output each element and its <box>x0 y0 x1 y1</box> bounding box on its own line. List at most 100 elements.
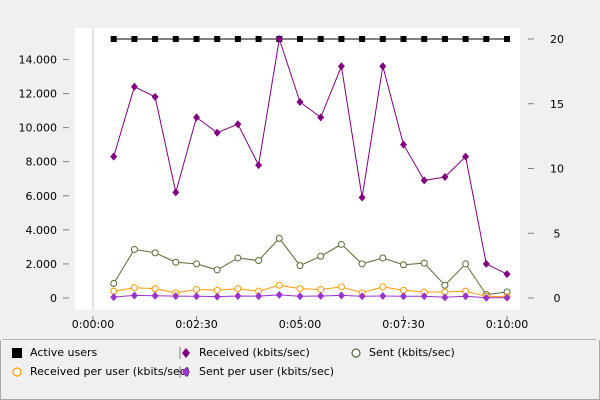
x-tick-label: 0:00:00 <box>72 318 114 331</box>
legend-item-active-users: Active users <box>10 346 97 360</box>
point-sent-per-user-kbits-sec <box>503 293 511 302</box>
legend-label: Sent per user (kbits/sec) <box>199 365 335 378</box>
point-received-kbits-sec <box>420 176 428 185</box>
point-sent-per-user-kbits-sec <box>193 292 200 301</box>
point-active-users <box>462 36 469 42</box>
point-received-per-user-kbits-sec <box>296 285 304 293</box>
point-sent-kbits-sec <box>193 260 200 268</box>
point-sent-per-user-kbits-sec <box>420 292 428 301</box>
legend-label: Received (kbits/sec) <box>199 346 310 359</box>
point-received-per-user-kbits-sec <box>337 283 345 291</box>
point-active-users <box>214 36 221 42</box>
point-sent-per-user-kbits-sec <box>358 292 366 301</box>
point-sent-per-user-kbits-sec <box>234 291 242 300</box>
point-received-kbits-sec <box>130 82 138 91</box>
y-left-tick-label: 6.000 <box>26 190 58 203</box>
legend-item-sent-per-user-kbits-sec: Sent per user (kbits/sec) <box>179 365 334 379</box>
point-active-users <box>400 36 407 42</box>
point-sent-kbits-sec <box>296 262 304 270</box>
series-line-received-kbits-sec <box>113 38 508 275</box>
point-sent-per-user-kbits-sec <box>317 291 325 300</box>
chart-legend: Active users Received (kbits/sec) Sent (kb… <box>2 339 596 398</box>
point-received-per-user-kbits-sec <box>193 285 200 293</box>
point-sent-kbits-sec <box>130 245 138 253</box>
point-received-kbits-sec <box>503 270 511 279</box>
point-active-users <box>338 36 345 42</box>
y-right-tick-label: 15 <box>550 98 564 111</box>
legend-item-received-per-user-kbits-sec: Received per user (kbits/sec) <box>10 365 190 379</box>
point-sent-per-user-kbits-sec <box>400 292 407 301</box>
point-sent-kbits-sec <box>234 254 242 262</box>
legend-swatch-active-users <box>12 348 22 358</box>
point-sent-kbits-sec <box>379 254 387 262</box>
y-right-tick-label: 0 <box>554 292 561 305</box>
point-received-kbits-sec <box>255 161 263 170</box>
point-sent-per-user-kbits-sec <box>151 291 159 300</box>
point-received-kbits-sec <box>172 188 180 197</box>
point-sent-per-user-kbits-sec <box>213 292 221 301</box>
x-tick-label: 0:07:30 <box>382 318 424 331</box>
point-sent-per-user-kbits-sec <box>482 293 490 302</box>
point-sent-kbits-sec <box>151 249 159 257</box>
point-sent-kbits-sec <box>462 260 470 268</box>
point-received-per-user-kbits-sec <box>379 283 387 291</box>
point-sent-per-user-kbits-sec <box>379 291 387 300</box>
point-sent-kbits-sec <box>275 234 283 242</box>
point-received-kbits-sec <box>151 92 159 101</box>
point-active-users <box>379 36 386 42</box>
point-sent-kbits-sec <box>358 260 366 268</box>
x-tick-label: 0:10:00 <box>486 318 528 331</box>
point-received-per-user-kbits-sec <box>234 285 242 293</box>
point-received-kbits-sec <box>193 113 200 122</box>
point-sent-per-user-kbits-sec <box>110 293 118 302</box>
y-right-tick-label: 10 <box>550 163 564 176</box>
point-active-users <box>317 36 324 42</box>
legend-item-received-kbits-sec: Received (kbits/sec) <box>179 346 310 360</box>
point-active-users <box>152 36 159 42</box>
point-active-users <box>441 36 448 42</box>
legend-label: Received per user (kbits/sec) <box>30 365 191 378</box>
point-received-per-user-kbits-sec <box>130 284 138 292</box>
point-sent-per-user-kbits-sec <box>296 292 304 301</box>
point-active-users <box>483 36 490 42</box>
series-sent-kbits-sec <box>110 234 511 299</box>
legend-item-sent-kbits-sec: Sent (kbits/sec) <box>349 346 455 360</box>
point-received-per-user-kbits-sec <box>275 281 283 289</box>
point-sent-per-user-kbits-sec <box>462 292 470 301</box>
point-received-kbits-sec <box>296 98 304 107</box>
x-tick-label: 0:05:00 <box>279 318 321 331</box>
point-sent-per-user-kbits-sec <box>275 290 283 299</box>
series-sent-per-user-kbits-sec <box>110 290 511 302</box>
point-received-kbits-sec <box>400 140 407 149</box>
point-received-per-user-kbits-sec <box>151 285 159 293</box>
point-active-users <box>504 36 510 42</box>
point-received-kbits-sec <box>462 152 470 161</box>
series-received-kbits-sec <box>110 35 511 279</box>
point-received-kbits-sec <box>379 62 387 71</box>
point-active-users <box>234 36 241 42</box>
legend-label: Active users <box>30 346 98 359</box>
point-sent-kbits-sec <box>172 258 180 266</box>
point-sent-per-user-kbits-sec <box>441 293 449 302</box>
point-sent-kbits-sec <box>420 259 428 267</box>
y-left-tick-label: 0 <box>50 292 57 305</box>
point-active-users <box>359 36 366 42</box>
point-active-users <box>131 36 138 42</box>
y-right-tick-label: 20 <box>550 33 564 46</box>
legend-swatch-sent-per-user-kbits-sec <box>179 366 190 378</box>
point-received-kbits-sec <box>317 113 325 122</box>
point-received-kbits-sec <box>358 193 366 202</box>
point-sent-kbits-sec <box>317 252 325 260</box>
x-tick-label: 0:02:30 <box>175 318 217 331</box>
y-left-tick-label: 14.000 <box>19 53 58 66</box>
point-active-users <box>193 36 200 42</box>
point-sent-kbits-sec <box>441 281 449 289</box>
series-active-users <box>110 36 510 42</box>
point-sent-kbits-sec <box>110 280 118 288</box>
y-left-tick-label: 2.000 <box>26 258 58 271</box>
point-received-kbits-sec <box>337 62 345 71</box>
y-left-tick-label: 4.000 <box>26 224 58 237</box>
point-received-per-user-kbits-sec <box>317 285 325 293</box>
y-right-tick-label: 5 <box>554 227 561 240</box>
point-active-users <box>297 36 303 42</box>
